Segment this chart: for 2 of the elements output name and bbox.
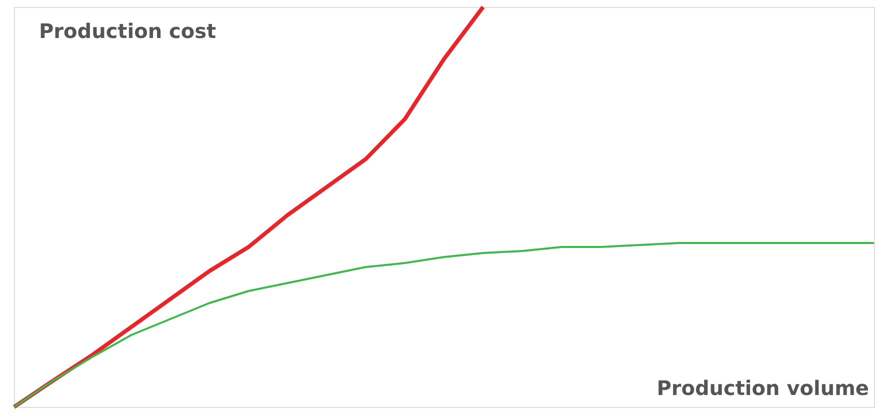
x-axis-title: Production volume (656, 376, 869, 400)
y-axis-title: Production cost (39, 19, 217, 43)
